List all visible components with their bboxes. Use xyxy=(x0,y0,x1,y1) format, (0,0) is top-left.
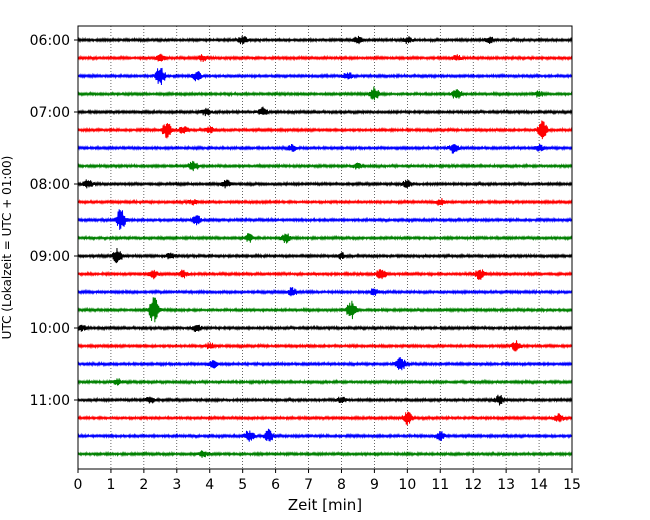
seismic-trace-0845 xyxy=(77,233,573,244)
x-tick-label: 1 xyxy=(106,477,115,493)
x-tick-label: 15 xyxy=(563,477,581,493)
seismic-trace-0800 xyxy=(77,179,573,189)
x-tick-label: 9 xyxy=(370,477,379,493)
seismic-trace-1130 xyxy=(77,428,573,442)
seismic-trace-1045 xyxy=(77,378,573,386)
y-tick-label: 09:00 xyxy=(30,249,70,265)
seismic-trace-1100 xyxy=(77,394,573,406)
seismic-trace-0900 xyxy=(77,248,573,264)
seismic-trace-1030 xyxy=(77,357,573,371)
seismic-trace-0700 xyxy=(77,106,573,117)
seismic-trace-0645 xyxy=(77,86,573,101)
seismic-trace-0630 xyxy=(77,67,573,85)
trace-layer xyxy=(77,35,573,458)
x-tick-label: 10 xyxy=(398,477,416,493)
x-tick-label: 8 xyxy=(337,477,346,493)
seismic-trace-0745 xyxy=(77,160,573,172)
seismic-trace-0615 xyxy=(77,53,573,63)
seismic-trace-0600 xyxy=(77,35,573,45)
seismic-trace-0930 xyxy=(77,287,573,297)
grid-layer xyxy=(110,26,540,469)
axis-layer: 0 1 2 3 4 5 6 7 8 9 10 11 12 13 14 1506:0007:0008:0009:… xyxy=(30,33,581,493)
plot-frame xyxy=(77,25,573,470)
x-tick-label: 5 xyxy=(238,477,247,493)
x-tick-label: 7 xyxy=(304,477,313,493)
seismic-trace-0815 xyxy=(77,198,573,206)
y-tick-label: 06:00 xyxy=(30,33,70,49)
seismic-trace-1115 xyxy=(77,411,573,426)
seismic-trace-1000 xyxy=(77,324,573,332)
x-tick-label: 4 xyxy=(205,477,214,493)
seismic-trace-0830 xyxy=(77,209,573,230)
x-axis-label: Zeit [min] xyxy=(288,496,362,514)
seismic-trace-0915 xyxy=(77,269,573,280)
x-tick-label: 13 xyxy=(497,477,515,493)
y-tick-label: 08:00 xyxy=(30,177,70,193)
y-tick-label: 11:00 xyxy=(30,393,70,409)
x-tick-label: 11 xyxy=(431,477,449,493)
seismic-trace-0715 xyxy=(77,120,573,140)
x-tick-label: 6 xyxy=(271,477,280,493)
y-axis-label: UTC (Lokalzeit = UTC + 01:00) xyxy=(0,156,14,340)
x-tick-label: 2 xyxy=(139,477,148,493)
seismic-trace-0730 xyxy=(77,143,573,154)
seismic-trace-1145 xyxy=(77,450,573,458)
x-tick-label: 12 xyxy=(464,477,482,493)
x-tick-label: 3 xyxy=(172,477,181,493)
y-tick-label: 07:00 xyxy=(30,105,70,121)
x-tick-label: 0 xyxy=(74,477,83,493)
y-tick-label: 10:00 xyxy=(30,321,70,337)
seismic-trace-0945 xyxy=(77,297,573,323)
x-tick-label: 14 xyxy=(530,477,548,493)
seismic-trace-1015 xyxy=(77,340,573,352)
